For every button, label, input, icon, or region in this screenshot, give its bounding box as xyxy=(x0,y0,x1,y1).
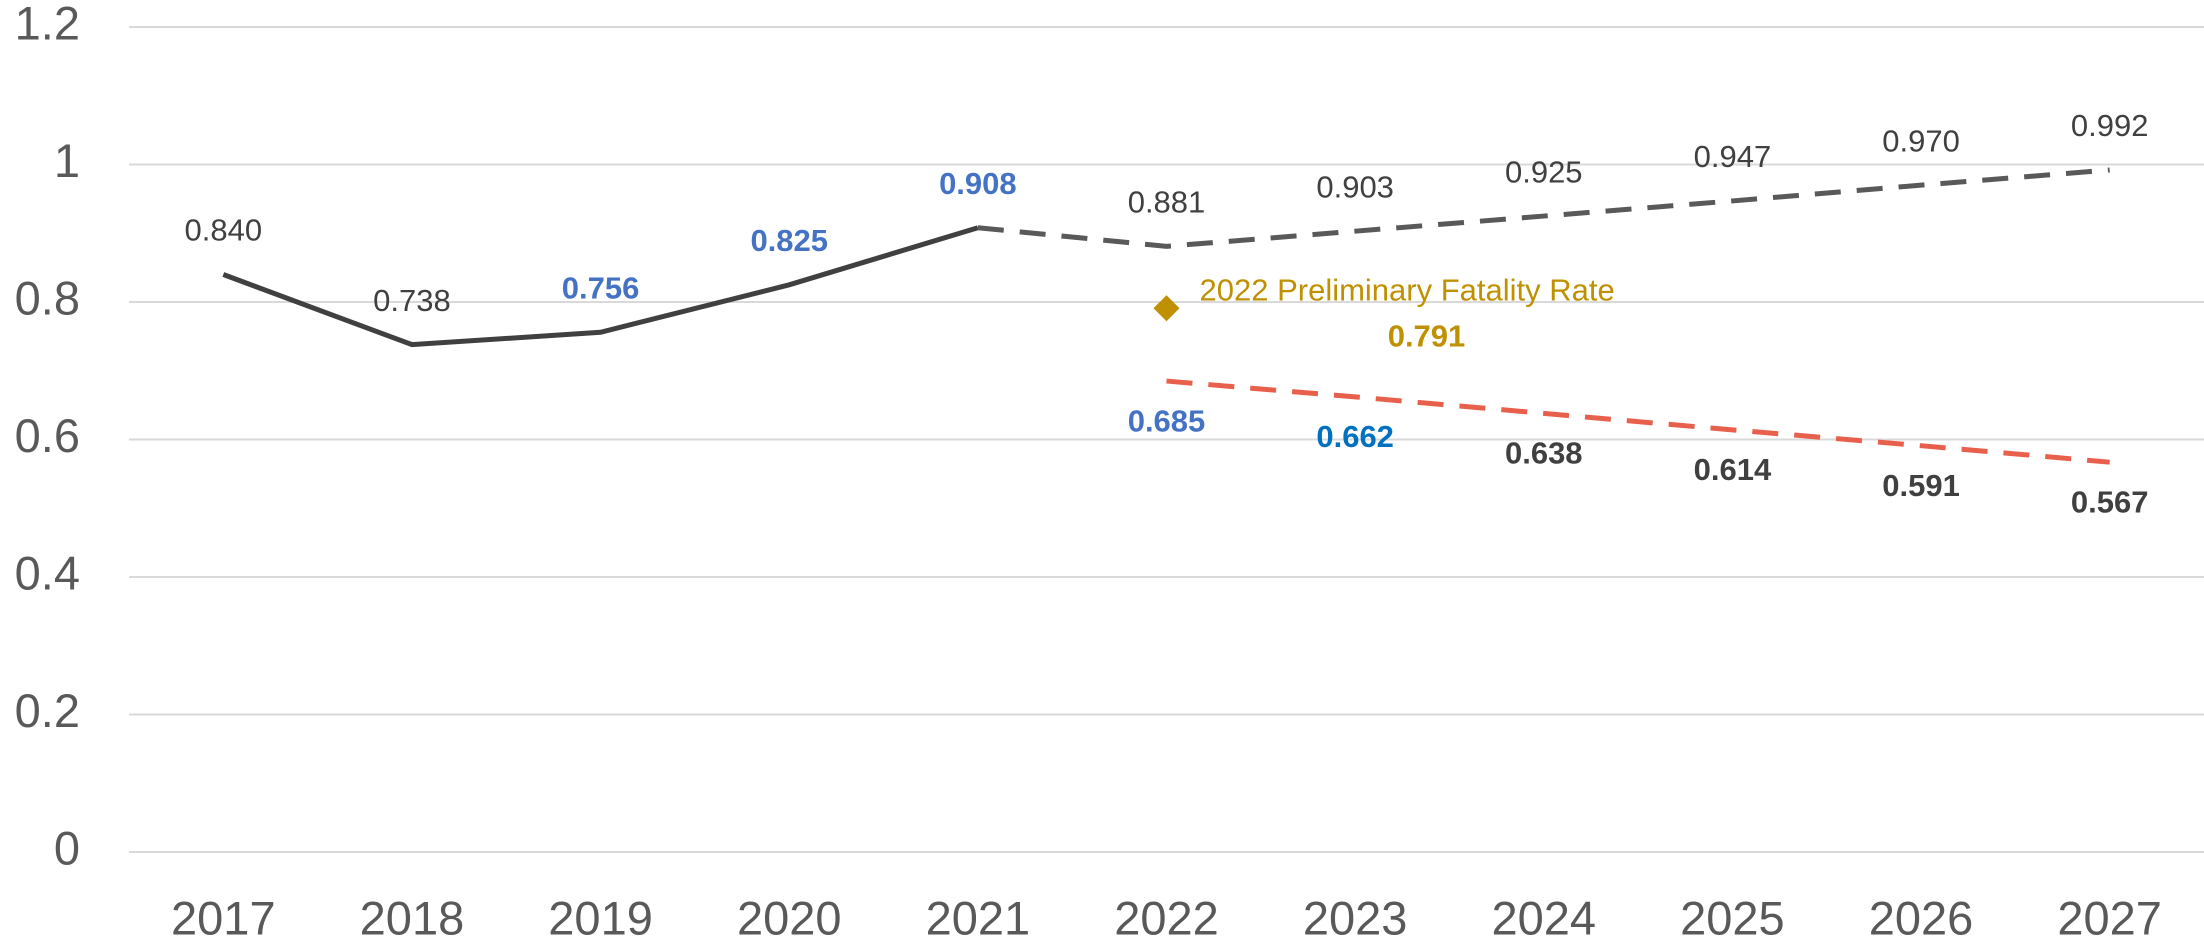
x-tick-label: 2023 xyxy=(1303,891,1408,944)
data-label: 0.825 xyxy=(750,223,828,258)
annotation: 2022 Preliminary Fatality Rate xyxy=(1200,272,1615,307)
x-tick-label: 2020 xyxy=(737,891,842,944)
data-label: 0.614 xyxy=(1694,452,1772,487)
x-tick-label: 2026 xyxy=(1869,891,1974,944)
data-label: 0.567 xyxy=(2071,484,2149,519)
data-label: 0.638 xyxy=(1505,436,1583,471)
data-label: 0.756 xyxy=(562,270,640,305)
data-label: 0.840 xyxy=(185,213,263,248)
data-label: 0.925 xyxy=(1505,154,1583,189)
series-line xyxy=(222,225,979,348)
y-tick-label: 0.6 xyxy=(15,409,80,462)
x-tick-label: 2024 xyxy=(1491,891,1596,944)
x-tick-label: 2025 xyxy=(1680,891,1785,944)
x-tick-label: 2027 xyxy=(2057,891,2162,944)
data-label: 0.662 xyxy=(1316,419,1394,454)
data-label: 0.992 xyxy=(2071,108,2149,143)
y-tick-label: 0.8 xyxy=(15,271,80,324)
y-tick-label: 0.2 xyxy=(15,684,80,737)
series-line xyxy=(1166,378,2110,465)
x-tick-label: 2019 xyxy=(548,891,653,944)
data-label: 0.970 xyxy=(1882,123,1960,158)
data-label: 0.947 xyxy=(1694,139,1772,174)
data-label: 0.908 xyxy=(939,166,1017,201)
data-label: 0.738 xyxy=(373,283,451,318)
highlight-marker xyxy=(1153,295,1180,322)
data-label: 0.903 xyxy=(1316,169,1394,204)
y-tick-label: 1 xyxy=(54,134,80,187)
data-label: 0.685 xyxy=(1128,403,1206,438)
data-label: 0.591 xyxy=(1882,468,1960,503)
x-tick-label: 2017 xyxy=(171,891,276,944)
x-tick-label: 2018 xyxy=(360,891,465,944)
data-label: 0.881 xyxy=(1128,185,1206,220)
x-tick-label: 2021 xyxy=(926,891,1031,944)
x-tick-label: 2022 xyxy=(1114,891,1219,944)
series-line xyxy=(977,167,2110,249)
highlight-label: 0.791 xyxy=(1388,318,1466,353)
y-tick-label: 0.4 xyxy=(15,546,80,599)
y-tick-label: 1.2 xyxy=(15,0,80,49)
y-tick-label: 0 xyxy=(54,821,80,874)
